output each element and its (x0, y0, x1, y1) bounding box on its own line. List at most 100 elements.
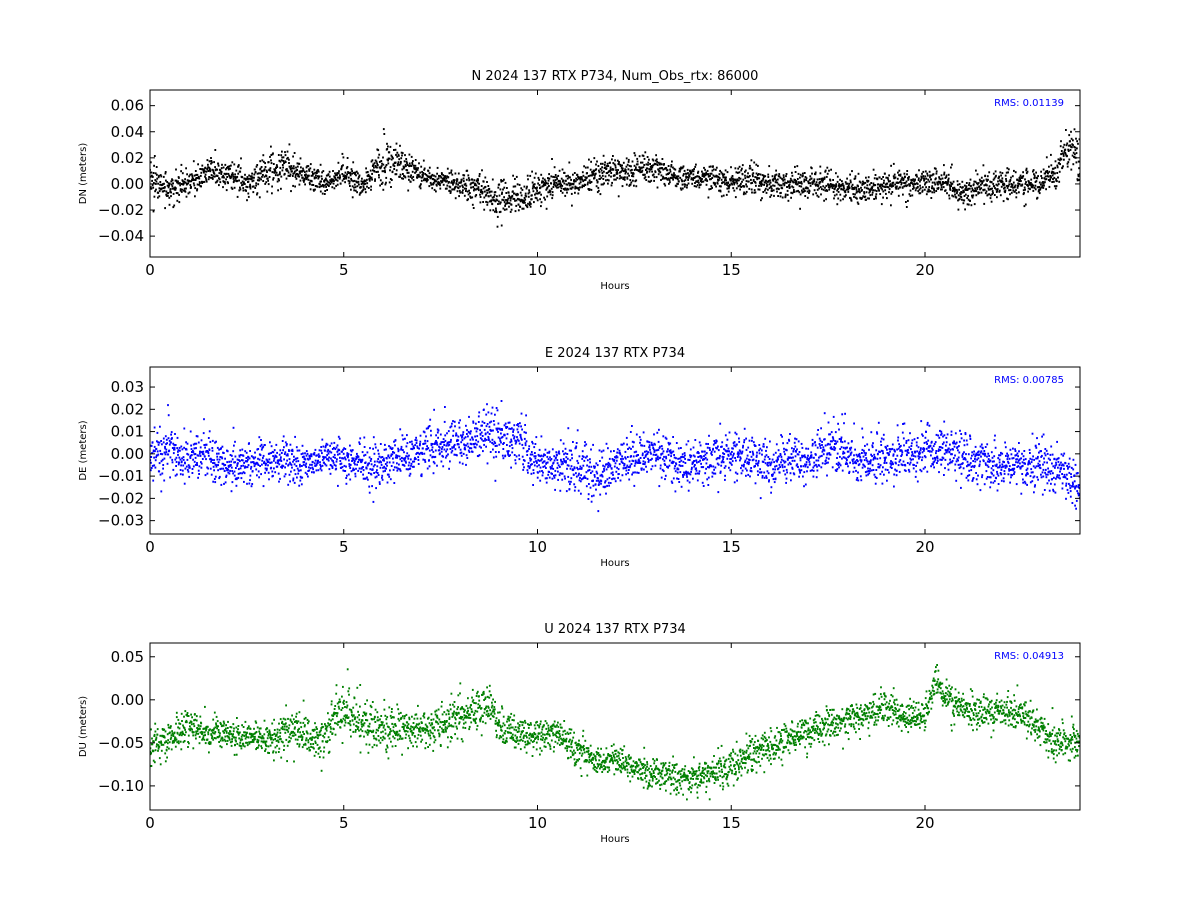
data-point (595, 168, 598, 171)
data-point (248, 177, 251, 180)
data-point (556, 466, 559, 469)
data-point (422, 443, 425, 445)
data-point (372, 447, 374, 450)
data-point (1077, 142, 1079, 145)
data-point (182, 473, 184, 476)
data-point (706, 179, 709, 182)
data-point (151, 452, 153, 455)
data-point (311, 471, 313, 474)
data-point (852, 193, 855, 196)
data-point (373, 460, 376, 463)
data-point (735, 180, 738, 183)
data-point (560, 187, 563, 190)
data-point (471, 450, 474, 453)
data-point (861, 189, 863, 191)
data-point (602, 178, 605, 180)
data-point (545, 207, 548, 210)
data-point (641, 166, 643, 169)
data-point (971, 187, 974, 190)
data-point (293, 170, 296, 173)
data-point (906, 173, 908, 176)
data-point (644, 176, 647, 179)
data-point (1046, 171, 1048, 174)
data-point (782, 176, 785, 179)
data-point (269, 461, 272, 464)
data-point (570, 449, 572, 452)
data-point (333, 180, 335, 182)
data-point (281, 440, 284, 442)
data-point (431, 446, 434, 449)
data-point (734, 167, 737, 170)
data-point (211, 449, 214, 452)
data-point (171, 461, 174, 464)
data-point (403, 459, 406, 462)
data-point (339, 182, 342, 185)
data-point (813, 180, 815, 183)
data-point (720, 185, 722, 188)
data-point (524, 201, 526, 204)
data-point (819, 165, 822, 168)
data-point (544, 183, 547, 186)
data-point (714, 182, 717, 185)
data-point (541, 470, 543, 472)
data-point (693, 168, 695, 170)
data-point (150, 187, 153, 190)
data-point (556, 454, 558, 457)
data-point (408, 153, 411, 156)
data-point (987, 178, 989, 181)
data-point (403, 464, 406, 467)
data-point (853, 195, 855, 198)
data-point (738, 165, 741, 168)
data-point (207, 170, 210, 172)
data-point (206, 466, 209, 469)
data-point (511, 447, 514, 450)
data-point (839, 193, 842, 196)
data-point (521, 455, 524, 458)
data-point (995, 188, 998, 191)
data-point (459, 185, 461, 188)
data-point (185, 465, 188, 468)
data-point (243, 181, 245, 184)
data-point (463, 187, 466, 190)
data-point (578, 188, 580, 191)
data-point (543, 465, 546, 468)
data-point (445, 177, 448, 180)
data-point (976, 183, 979, 186)
data-point (881, 183, 884, 186)
data-point (441, 441, 444, 444)
data-point (691, 169, 694, 172)
data-point (360, 191, 362, 194)
data-point (512, 428, 515, 431)
data-point (419, 187, 422, 190)
data-point (738, 176, 740, 179)
data-point (535, 187, 538, 190)
data-point (203, 180, 206, 183)
data-point (205, 443, 208, 446)
data-point (917, 185, 919, 188)
data-point (833, 194, 836, 197)
data-point (1021, 183, 1024, 186)
data-point (519, 435, 522, 438)
data-point (559, 182, 562, 185)
data-point (503, 424, 506, 427)
data-point (404, 176, 407, 179)
data-point (1062, 165, 1064, 168)
data-point (258, 196, 261, 199)
data-point (366, 171, 369, 173)
data-point (179, 458, 182, 461)
data-point (186, 468, 189, 471)
data-point (477, 186, 480, 189)
data-point (305, 170, 308, 173)
data-point (734, 196, 737, 199)
data-point (206, 168, 209, 171)
data-point (436, 172, 438, 175)
data-point (744, 174, 746, 177)
data-point (190, 173, 193, 176)
data-point (455, 182, 458, 185)
data-point (348, 172, 350, 174)
data-point (327, 448, 330, 451)
data-point (366, 464, 369, 467)
data-point (1004, 189, 1007, 192)
data-point (610, 184, 613, 187)
data-point (522, 447, 525, 450)
